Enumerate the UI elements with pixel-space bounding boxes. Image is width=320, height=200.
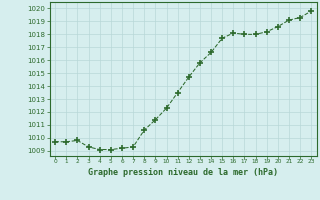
X-axis label: Graphe pression niveau de la mer (hPa): Graphe pression niveau de la mer (hPa): [88, 168, 278, 177]
